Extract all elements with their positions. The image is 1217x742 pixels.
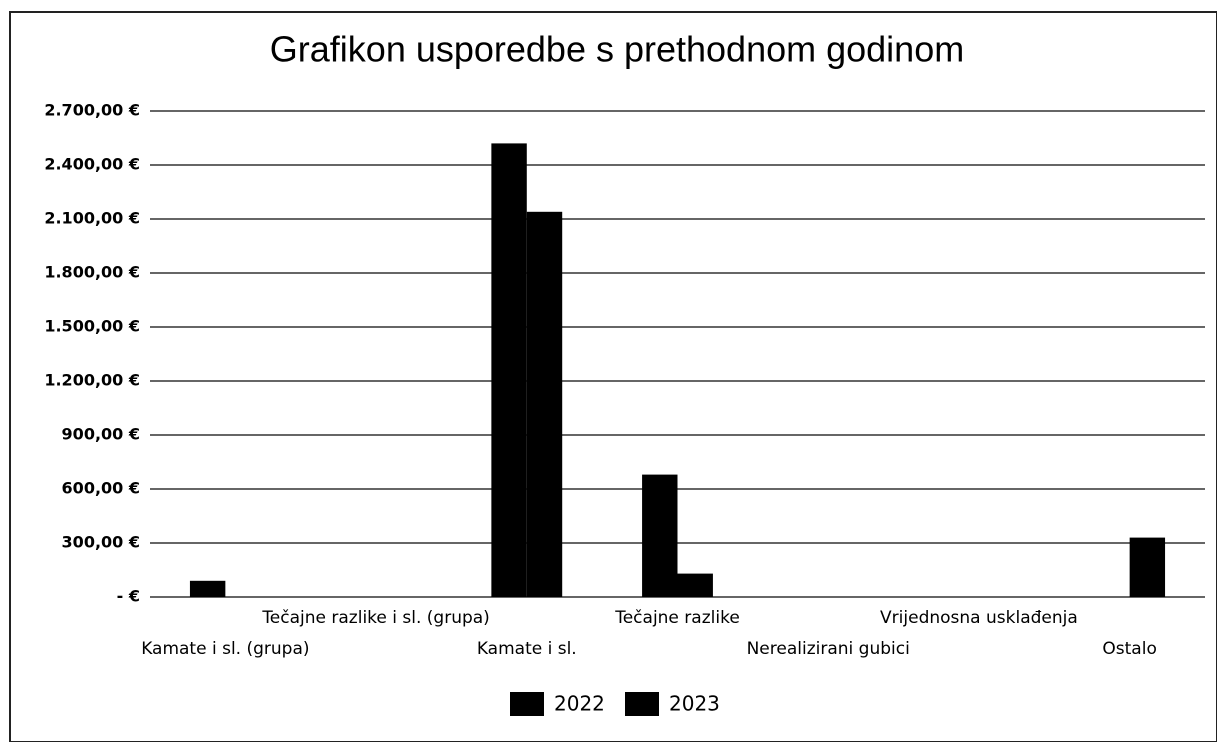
x-tick-label: Vrijednosna usklađenja <box>880 608 1078 628</box>
frame <box>9 11 1217 742</box>
legend-swatch <box>510 692 544 716</box>
legend-label: 2022 <box>554 692 605 716</box>
y-tick-label: - € <box>117 587 140 606</box>
bar <box>642 474 678 597</box>
y-tick-label: 1.500,00 € <box>44 317 140 336</box>
x-tick-label: Tečajne razlike i sl. (grupa) <box>261 608 490 628</box>
legend-label: 2023 <box>669 692 720 716</box>
x-tick-label: Kamate i sl. (grupa) <box>141 639 309 659</box>
y-tick-label: 600,00 € <box>62 479 140 498</box>
bar <box>1129 537 1166 597</box>
x-tick-label: Ostalo <box>1102 639 1156 659</box>
bar <box>526 211 563 598</box>
y-tick-label: 300,00 € <box>62 533 140 552</box>
x-tick-label: Tečajne razlike <box>614 608 740 628</box>
y-tick-label: 1.800,00 € <box>44 263 140 282</box>
bar <box>189 580 226 597</box>
y-tick-label: 1.200,00 € <box>44 371 140 390</box>
legend-swatch <box>625 692 659 716</box>
y-tick-label: 2.700,00 € <box>44 101 140 120</box>
x-tick-label: Nerealizirani gubici <box>747 639 910 659</box>
y-tick-label: 900,00 € <box>62 425 140 444</box>
chart-title: Grafikon usporedbe s prethodnom godinom <box>270 29 964 70</box>
bar <box>491 143 527 597</box>
y-tick-label: 2.400,00 € <box>44 155 140 174</box>
y-tick-label: 2.100,00 € <box>44 209 140 228</box>
bar <box>677 573 713 597</box>
x-tick-label: Kamate i sl. <box>477 639 577 659</box>
